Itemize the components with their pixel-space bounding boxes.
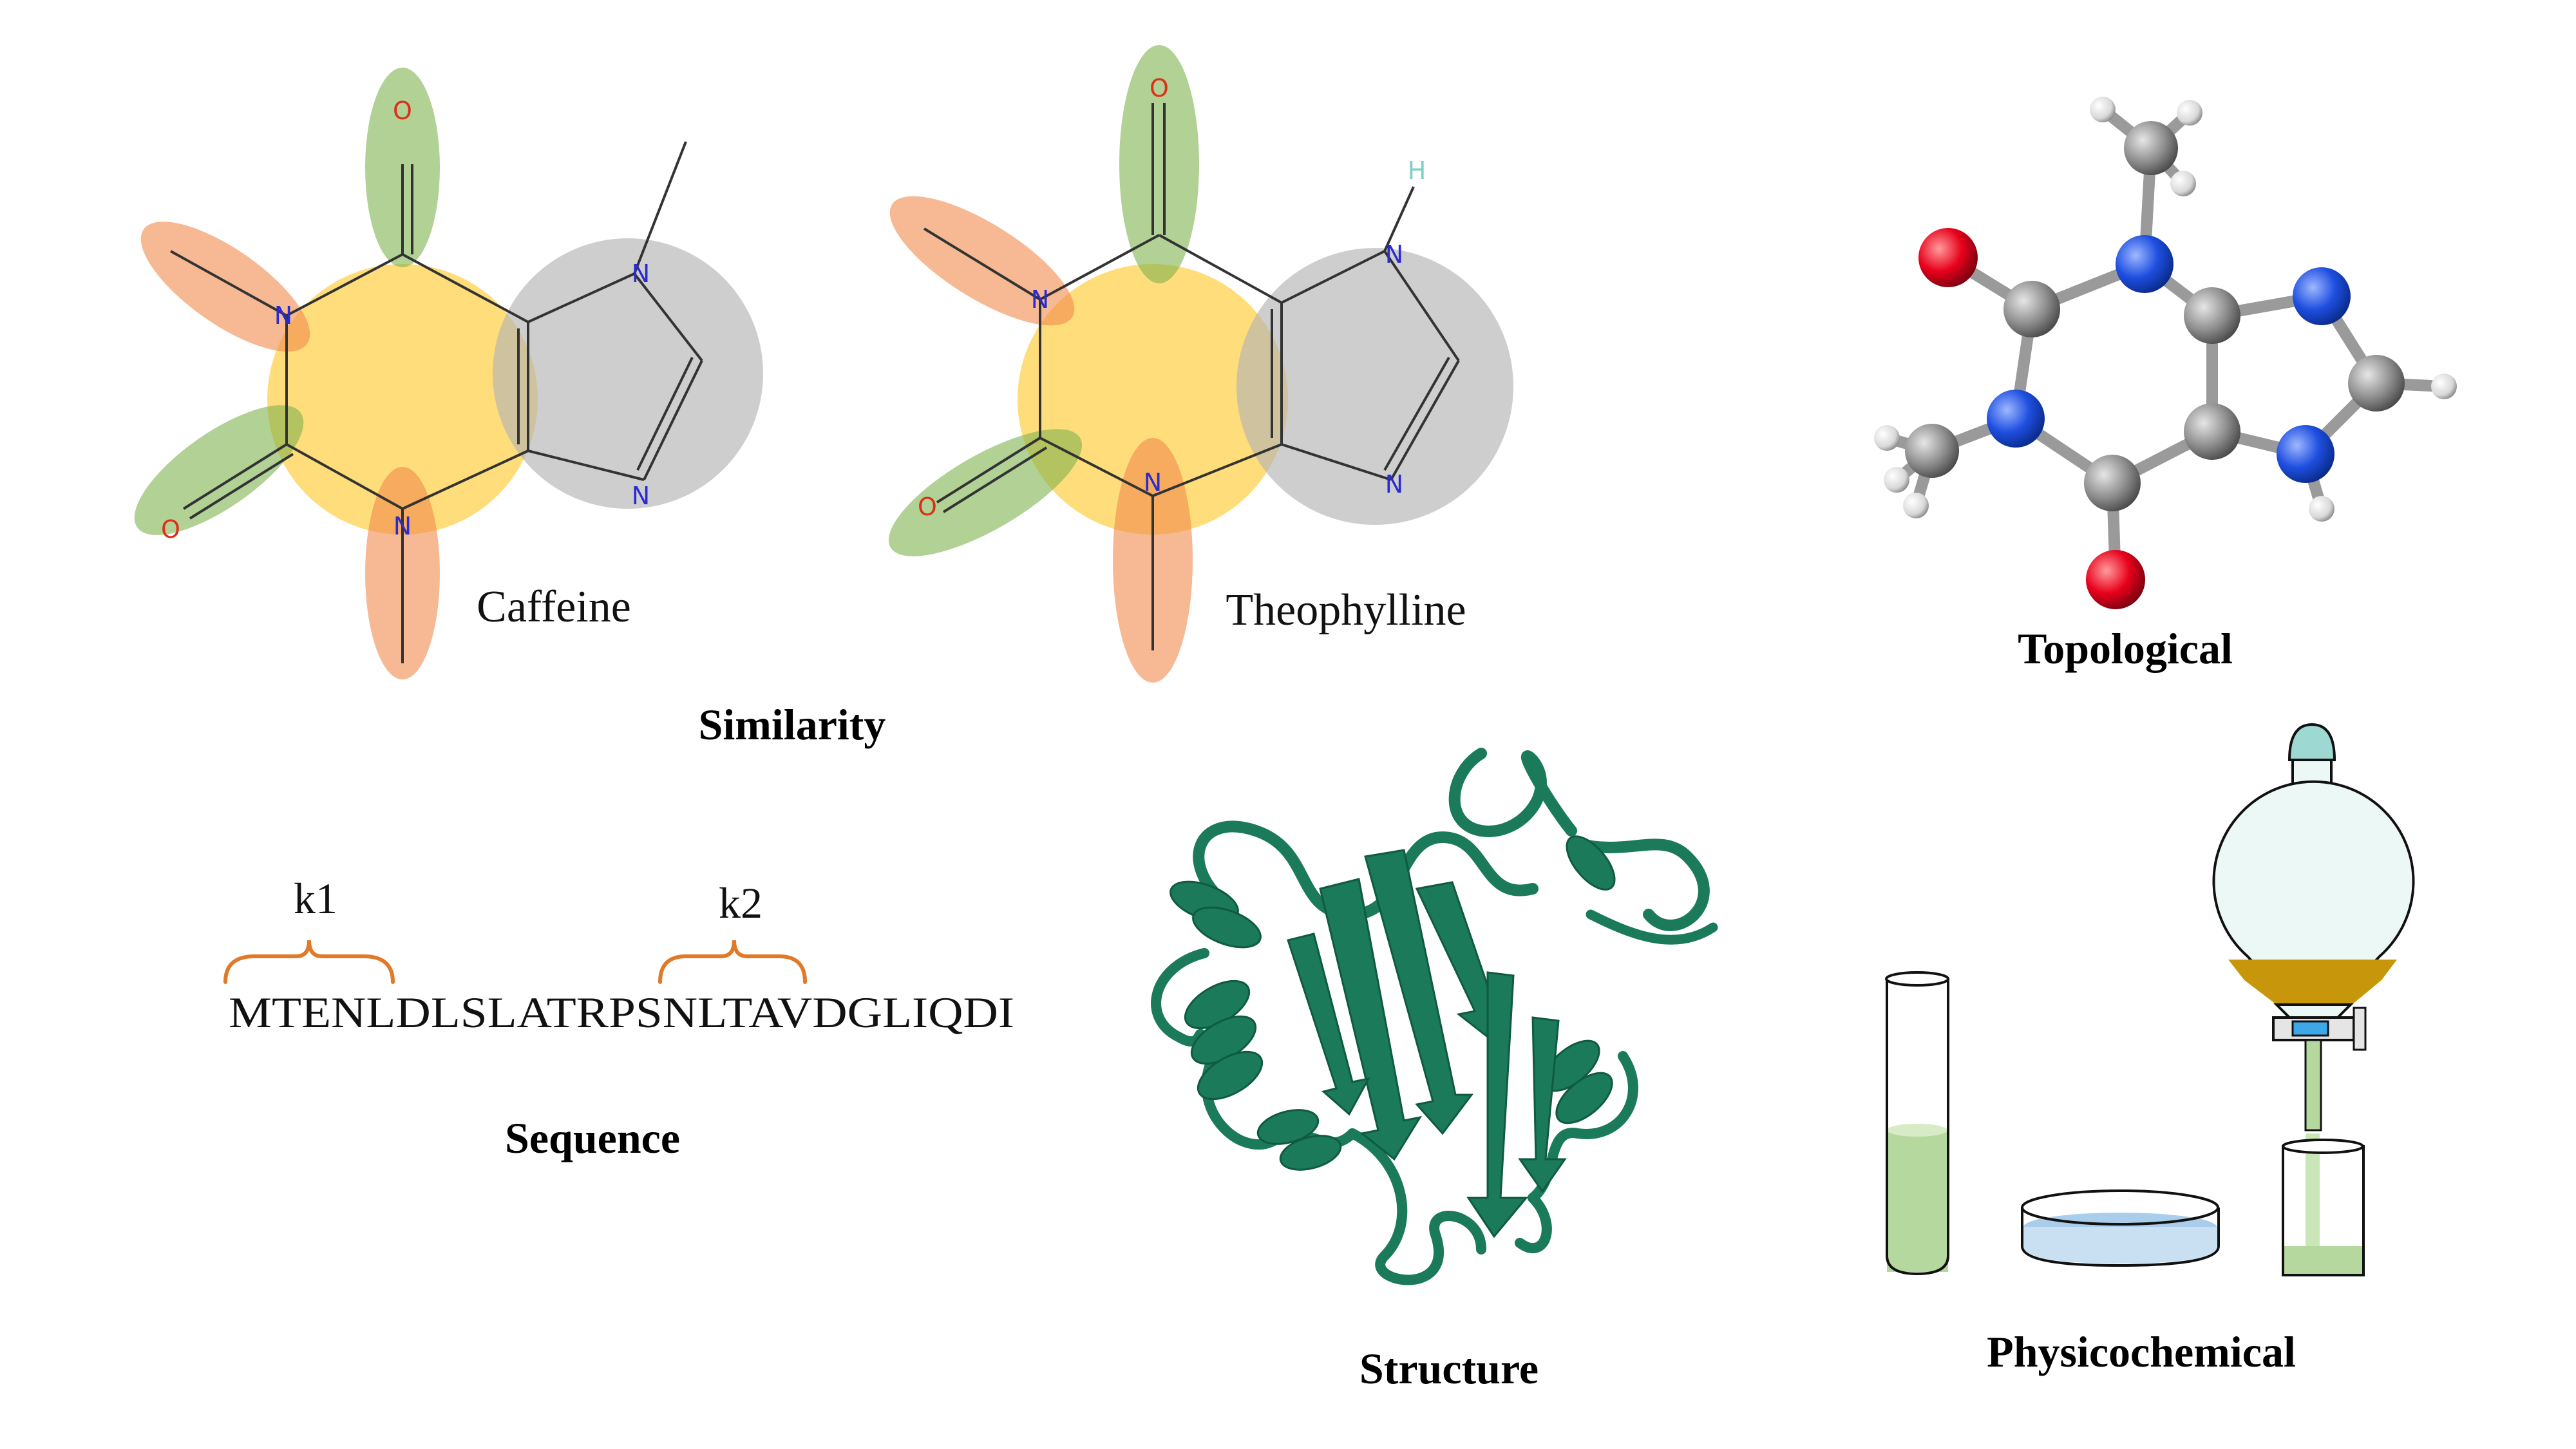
sequence-label: Sequence [505, 1113, 680, 1162]
structure-label: Structure [1359, 1344, 1539, 1393]
theophylline-imidazole-highlight [1236, 248, 1513, 525]
caffeine-o-top: O [393, 97, 412, 125]
theophylline-h: H [1408, 156, 1426, 185]
topological-label: Topological [2018, 624, 2233, 673]
theophylline-methyl-left-highlight [889, 196, 1075, 326]
caffeine-carbonyl-left-highlight [134, 405, 304, 535]
bracket-k1 [223, 940, 395, 984]
beaker [2282, 1133, 2365, 1276]
protein-helices [1170, 835, 1616, 1171]
theophylline-ring-highlight [1018, 264, 1288, 535]
theophylline-n1: N [1031, 285, 1049, 314]
bracket-k2 [658, 940, 807, 984]
theophylline-o-left: O [918, 493, 937, 521]
topological-model [1874, 97, 2457, 609]
caffeine-ring-highlight [267, 264, 538, 535]
protein-sequence: MTENLDLSLATRPSNLTAVDGLIQDI [229, 988, 1014, 1037]
separatory-funnel [2212, 723, 2415, 1132]
theophylline-o-top: O [1150, 74, 1169, 102]
sequence-brackets [223, 940, 807, 984]
caffeine-n1: N [274, 301, 292, 330]
theophylline-carbonyl-top-highlight [1119, 45, 1199, 283]
caffeine-imidazole-highlight [493, 238, 763, 509]
theophylline-carbonyl-left-highlight [888, 429, 1083, 556]
similarity-label: Similarity [699, 700, 886, 749]
bracket-label-k2: k2 [719, 878, 762, 927]
physicochemical-label: Physicochemical [1987, 1327, 2296, 1376]
theophylline-n3: N [1144, 468, 1162, 497]
caffeine-structure: O O N N N N [134, 68, 763, 679]
protein-sheets [1287, 849, 1567, 1238]
caffeine-n9: N [632, 482, 650, 510]
caffeine-methyl-left-highlight [140, 222, 310, 352]
theophylline-n7: N [1385, 240, 1403, 269]
caffeine-n7: N [632, 260, 650, 288]
caffeine-o-left: O [161, 515, 180, 544]
theophylline-label: Theophylline [1226, 585, 1466, 635]
caffeine-label: Caffeine [477, 582, 631, 632]
caffeine-n3: N [393, 512, 412, 540]
petri-dish [2021, 1189, 2220, 1267]
theophylline-n9: N [1385, 470, 1403, 498]
bracket-label-k1: k1 [294, 874, 337, 923]
theophylline-structure: O O N N N N H [888, 45, 1513, 683]
test-tube [1885, 971, 1949, 1276]
